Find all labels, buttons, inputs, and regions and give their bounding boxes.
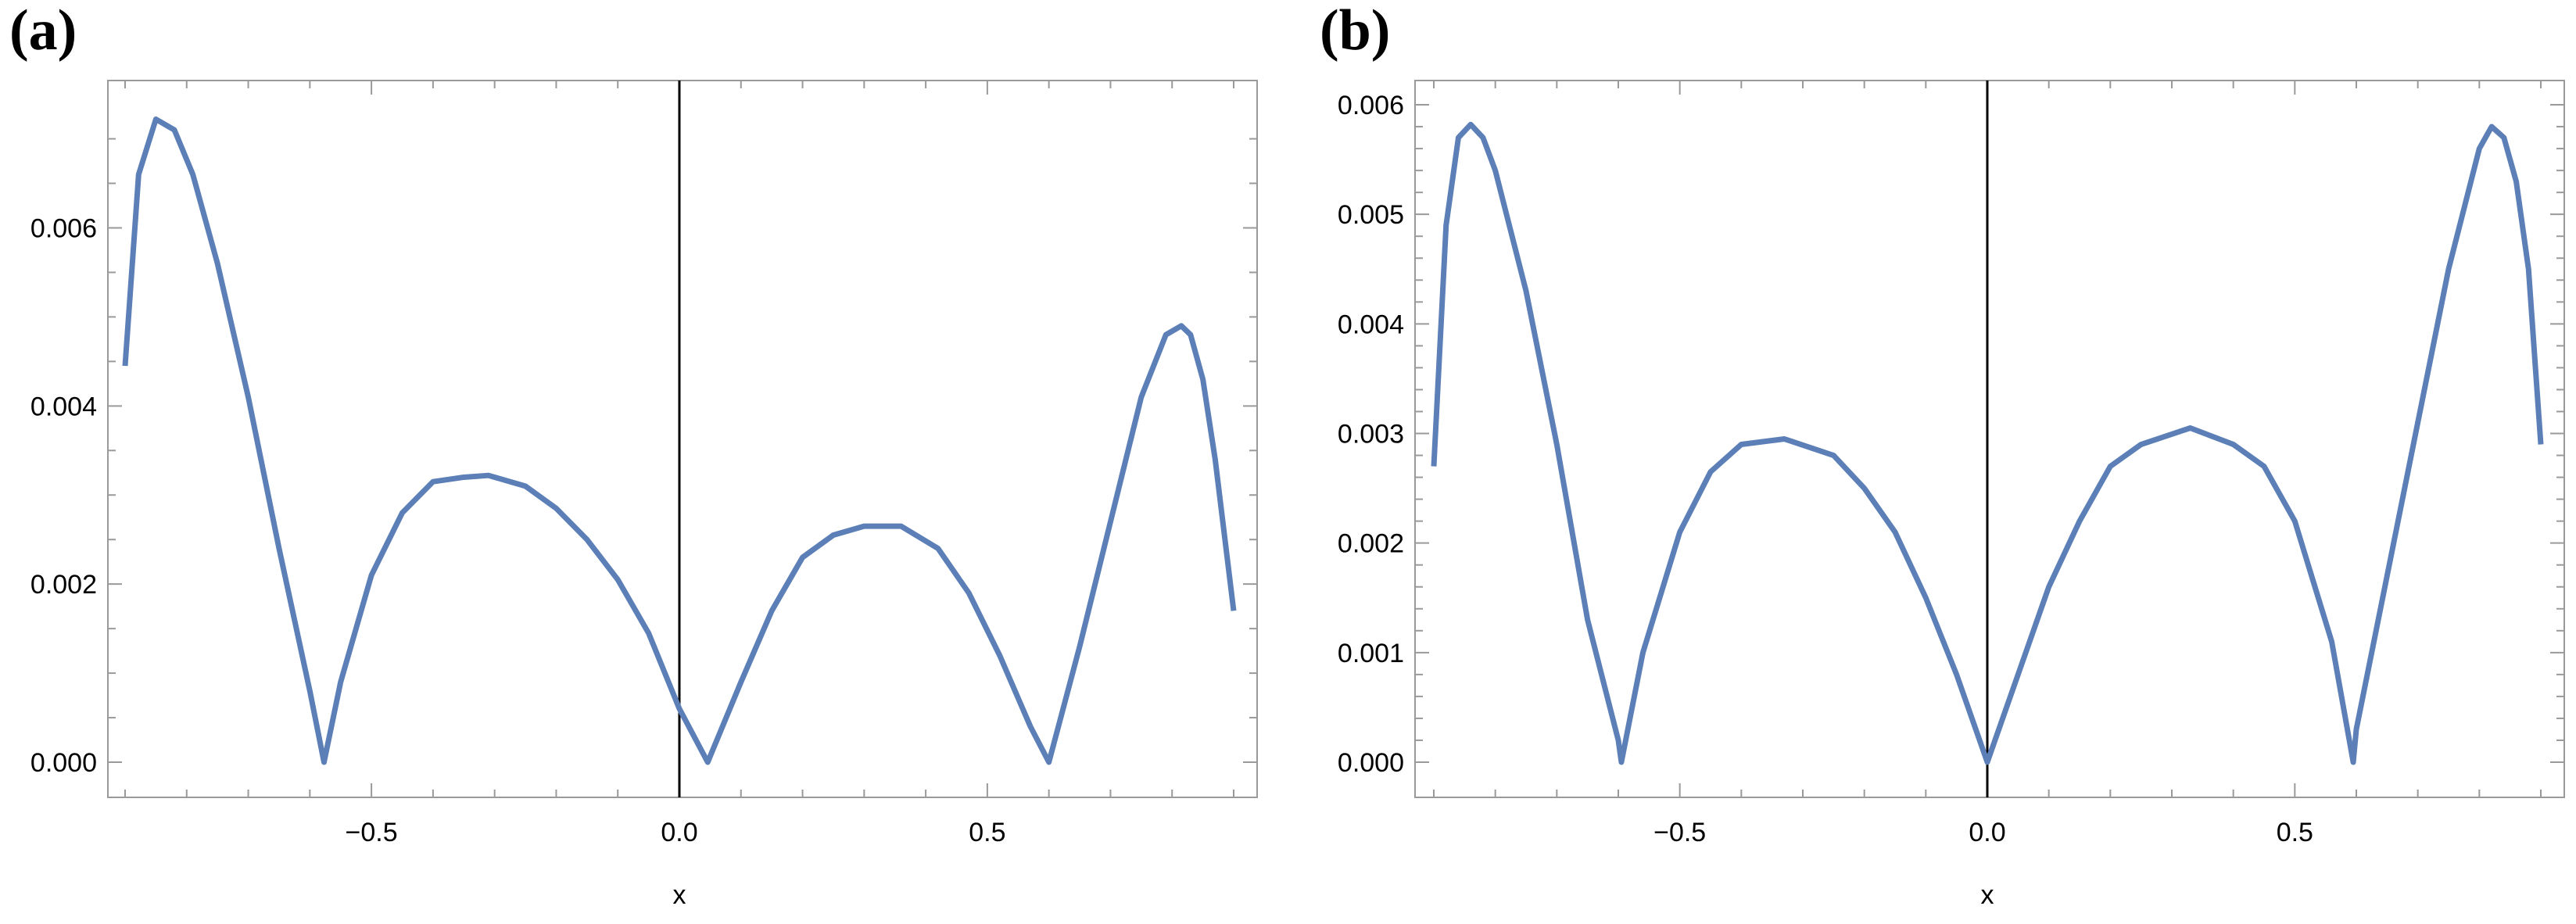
y-tick-label: 0.000 xyxy=(30,748,97,778)
plot-frame xyxy=(107,80,1258,798)
chart-a: −0.5 0.0 0.5 0.000 0.002 0.004 0.006 x xyxy=(30,80,1258,910)
x-tick-label: 0.0 xyxy=(661,818,697,847)
x-tick-label: −0.5 xyxy=(1653,818,1706,847)
y-tick-label: 0.006 xyxy=(30,213,97,243)
chart-panel-b: (b) −0.5 0.0 0.5 0.000 0.001 0.002 0.003 0.004 0… xyxy=(1288,0,2576,924)
y-tick-label: 0.002 xyxy=(30,570,97,600)
x-tick-label: 0.0 xyxy=(1969,818,2005,847)
plot-frame xyxy=(1414,80,2565,798)
chart-b: −0.5 0.0 0.5 0.000 0.001 0.002 0.003 0.004 0.005… xyxy=(1338,80,2565,910)
chart-panel-a: (a) −0.5 0.0 0.5 0.000 0.002 0.004 0.006 x xyxy=(9,0,1258,910)
y-tick-label: 0.002 xyxy=(1338,529,1404,559)
y-tick-label: 0.003 xyxy=(1338,420,1404,449)
y-tick-label: 0.005 xyxy=(1338,200,1404,230)
x-axis-label: x xyxy=(673,880,686,910)
y-tick-label: 0.001 xyxy=(1338,639,1404,668)
x-tick-label: 0.5 xyxy=(2277,818,2313,847)
y-tick-label: 0.004 xyxy=(30,392,97,421)
series-line xyxy=(1431,121,2544,765)
x-axis-label: x xyxy=(1981,880,1994,910)
y-tick-label: 0.004 xyxy=(1338,310,1404,339)
x-tick-label: 0.5 xyxy=(969,818,1005,847)
series-line xyxy=(122,116,1237,765)
x-tick-label: −0.5 xyxy=(346,818,398,847)
panel-label-a: (a) xyxy=(9,0,77,63)
y-tick-label: 0.000 xyxy=(1338,748,1404,778)
panel-label-b: (b) xyxy=(1320,0,1391,63)
y-tick-label: 0.006 xyxy=(1338,91,1404,120)
